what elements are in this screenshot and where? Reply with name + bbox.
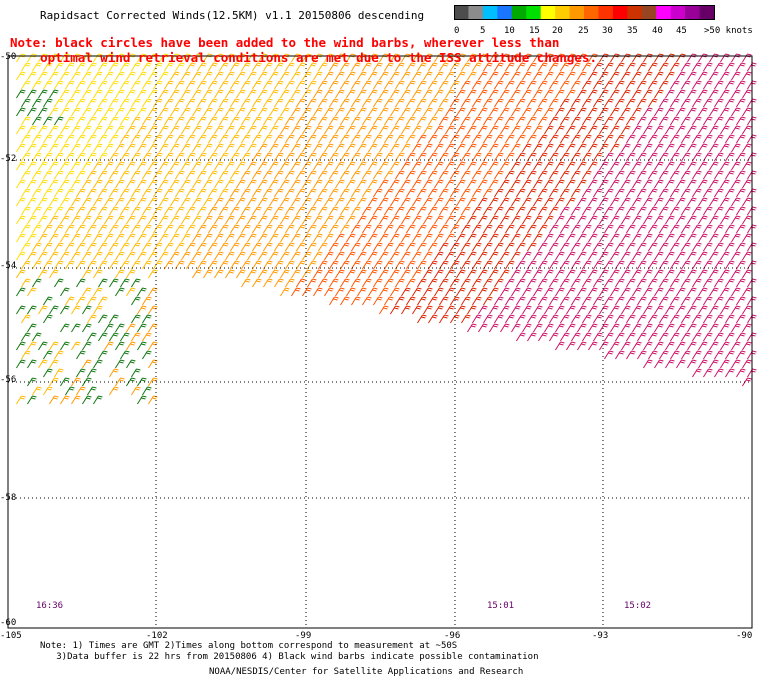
colorbar-swatch — [526, 5, 542, 19]
pass-time-label: 15:02 — [624, 601, 652, 611]
footnote-line-2: 3)Data buffer is 22 hrs from 20150806 4)… — [40, 652, 539, 662]
footnote: Note: 1) Times are GMT 2)Times along bot… — [40, 641, 539, 663]
colorbar-label: 20 — [552, 26, 563, 36]
attitude-change-note: Note: black circles have been added to t… — [10, 35, 597, 65]
pass-time-label: 16:36 — [36, 601, 64, 611]
lon-label: -96 — [444, 631, 461, 641]
colorbar-label: 15 — [529, 26, 540, 36]
pass-time-label: 15:01 — [487, 601, 515, 611]
lat-label: -56 — [0, 375, 17, 385]
colorbar-label: 35 — [627, 26, 638, 36]
colorbar-label: >50 knots — [704, 26, 753, 36]
map-title: Rapidsact Corrected Winds(12.5KM) v1.1 2… — [40, 9, 425, 22]
lat-label: -54 — [0, 261, 17, 271]
colorbar-swatches — [454, 5, 715, 20]
lon-label: -102 — [146, 631, 168, 641]
colorbar-label: 0 — [454, 26, 460, 36]
colorbar-label: 5 — [480, 26, 486, 36]
colorbar-label: 30 — [602, 26, 613, 36]
colorbar-label: 40 — [652, 26, 663, 36]
colorbar-swatch — [627, 5, 643, 19]
lon-label: -99 — [295, 631, 312, 641]
wind-speed-colorbar: 0 5 10 15 20 25 30 35 40 45 >50 knots — [454, 5, 754, 36]
colorbar-label: 25 — [578, 26, 589, 36]
colorbar-swatch — [641, 5, 657, 19]
colorbar-label: 10 — [504, 26, 515, 36]
colorbar-swatch — [511, 5, 527, 19]
note-line-2: optimal wind retrieval conditions are me… — [10, 50, 597, 65]
colorbar-swatch — [699, 5, 715, 19]
colorbar-swatch — [584, 5, 599, 19]
colorbar-swatch — [670, 5, 686, 19]
lat-label: -60 — [0, 618, 17, 628]
wind-barbs-layer — [16, 53, 757, 405]
lon-label: -105 — [0, 631, 22, 641]
colorbar-label: 45 — [676, 26, 687, 36]
colorbar-swatch — [555, 5, 571, 19]
colorbar-swatch — [468, 5, 484, 19]
colorbar-swatch — [540, 5, 556, 19]
note-line-1: Note: black circles have been added to t… — [10, 35, 560, 50]
colorbar-swatch — [569, 5, 585, 19]
lon-label: -90 — [736, 631, 753, 641]
colorbar-swatch — [497, 5, 513, 19]
lat-label: -50 — [0, 52, 17, 62]
colorbar-swatch — [598, 5, 614, 19]
footnote-line-1: Note: 1) Times are GMT 2)Times along bot… — [40, 641, 458, 651]
colorbar-swatch — [685, 5, 701, 19]
lon-label: -93 — [592, 631, 609, 641]
colorbar-swatch — [482, 5, 498, 19]
lat-label: -52 — [0, 154, 17, 164]
colorbar-frame — [454, 5, 715, 20]
lat-lon-grid — [8, 56, 752, 628]
map-frame — [7, 55, 753, 629]
lat-label: -58 — [0, 493, 17, 503]
colorbar-swatch — [454, 5, 469, 19]
colorbar-swatch — [656, 5, 672, 19]
credit-line: NOAA/NESDIS/Center for Satellite Applica… — [209, 667, 524, 677]
colorbar-swatch — [612, 5, 628, 19]
